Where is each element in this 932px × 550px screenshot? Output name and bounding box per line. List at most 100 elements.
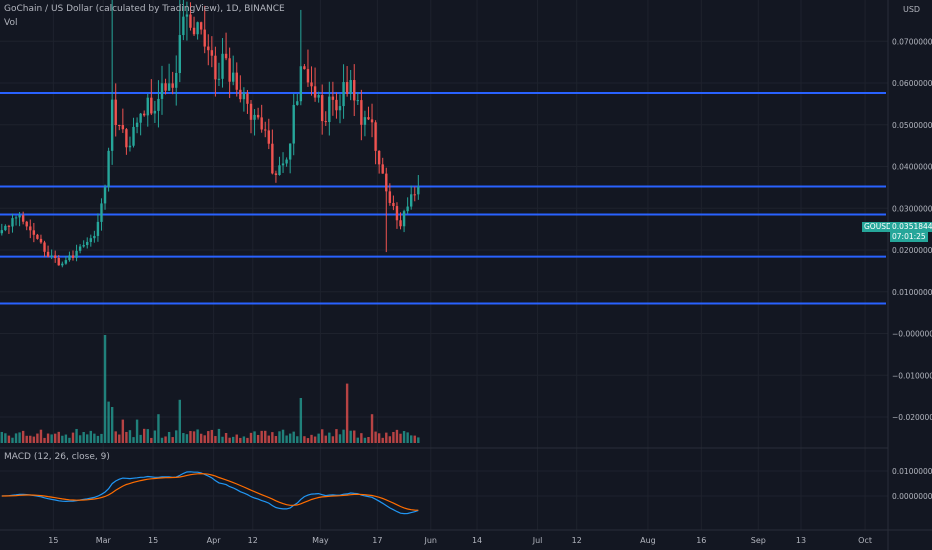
time-tick-label: Jun (424, 536, 438, 545)
price-tag-price: 0.03518445 (890, 222, 932, 232)
price-tick-label: −0.00000000 (892, 330, 932, 339)
volume-bar (64, 434, 68, 443)
volume-bar (281, 429, 285, 443)
candle-body (217, 78, 221, 80)
price-tag-countdown: 07:01:25 (890, 232, 928, 242)
candle-body (118, 124, 121, 126)
candle-body (57, 257, 60, 266)
volume-bar (353, 430, 356, 443)
candle-body (39, 238, 43, 243)
volume-bar (388, 436, 392, 443)
volume-bar (377, 433, 381, 443)
volume-bar (392, 431, 395, 443)
volume-bar (114, 431, 117, 443)
candle-body (150, 97, 153, 114)
currency-label[interactable]: USD (903, 5, 921, 14)
candle-body (182, 16, 185, 36)
candle-body (107, 150, 110, 188)
candle-body (410, 194, 413, 207)
volume-bar (274, 436, 278, 443)
volume-bar (278, 431, 281, 443)
volume-label[interactable]: Vol (4, 18, 18, 28)
candle-body (143, 113, 146, 116)
volume-bar (310, 434, 313, 443)
symbol-title[interactable]: GoChain / US Dollar (calculated by Tradi… (4, 4, 285, 14)
candle-body (46, 251, 50, 257)
volume-bar (0, 431, 4, 443)
volume-bar (224, 433, 228, 443)
candle-body (395, 206, 399, 221)
candle-body (328, 96, 331, 123)
volume-bar (71, 432, 75, 443)
macd-pane (1, 471, 419, 515)
candle-body (406, 206, 409, 212)
volume-bar (246, 437, 249, 443)
volume-bar (402, 431, 406, 443)
candle-body (189, 14, 192, 28)
volume-bar (413, 435, 416, 443)
candle-body (96, 221, 100, 236)
volume-bar (189, 431, 192, 443)
candle-body (417, 186, 420, 195)
candle-body (356, 100, 359, 102)
volume-bar (299, 398, 303, 443)
volume-bar (381, 437, 384, 443)
candle-body (171, 83, 174, 88)
candle-body (321, 95, 324, 122)
time-scale[interactable]: 15 Mar 15 Apr 12 May 17 Jun 14 Jul 12 Aug 16 Sep 13 Oct (48, 536, 872, 545)
volume-bar (46, 433, 50, 443)
volume-bar (128, 430, 132, 443)
volume-bar (363, 437, 367, 443)
candle-body (7, 225, 11, 227)
volume-bar (406, 432, 409, 443)
volume-bar (360, 433, 363, 443)
candle-body (313, 86, 317, 98)
candle-body (235, 72, 238, 90)
volume-bar (29, 435, 32, 443)
candle-body (167, 83, 171, 91)
volume-bar (78, 435, 82, 443)
candle-body (381, 164, 384, 174)
candle-body (78, 246, 82, 251)
macd-label[interactable]: MACD (12, 26, close, 9) (4, 452, 110, 462)
volume-bar (417, 437, 420, 443)
volume-bar (410, 435, 413, 443)
volume-bar (164, 436, 167, 443)
volume-bar (182, 433, 185, 443)
volume-bar (118, 434, 121, 443)
volume-bar (139, 434, 142, 443)
candle-body (160, 83, 164, 99)
volume-bar (260, 430, 263, 443)
candle-body (93, 235, 96, 239)
candle-body (310, 82, 313, 87)
candle-body (296, 101, 299, 105)
candle-body (11, 218, 14, 227)
time-tick-label: 15 (148, 536, 158, 545)
candle-body (292, 104, 295, 144)
volume-bar (121, 419, 125, 443)
volume-bar (192, 431, 196, 443)
volume-bar (18, 432, 21, 443)
volume-bar (342, 429, 345, 443)
candle-body (278, 165, 281, 176)
volume-bar (203, 435, 206, 443)
candle-body (146, 97, 149, 116)
horizontal-levels[interactable] (0, 92, 886, 305)
volume-bar (167, 431, 171, 443)
candle-body (139, 113, 142, 123)
volume-bar (221, 436, 224, 443)
volume-bar (395, 429, 399, 443)
price-tag-symbol: GOUSD (862, 222, 894, 232)
volume-bar (110, 407, 114, 443)
volume-bar (345, 383, 349, 443)
volume-bar (296, 436, 299, 443)
volume-bar (207, 431, 210, 443)
time-tick-label: 14 (472, 536, 482, 545)
candle-body (54, 255, 57, 258)
volume-bar (25, 435, 28, 443)
